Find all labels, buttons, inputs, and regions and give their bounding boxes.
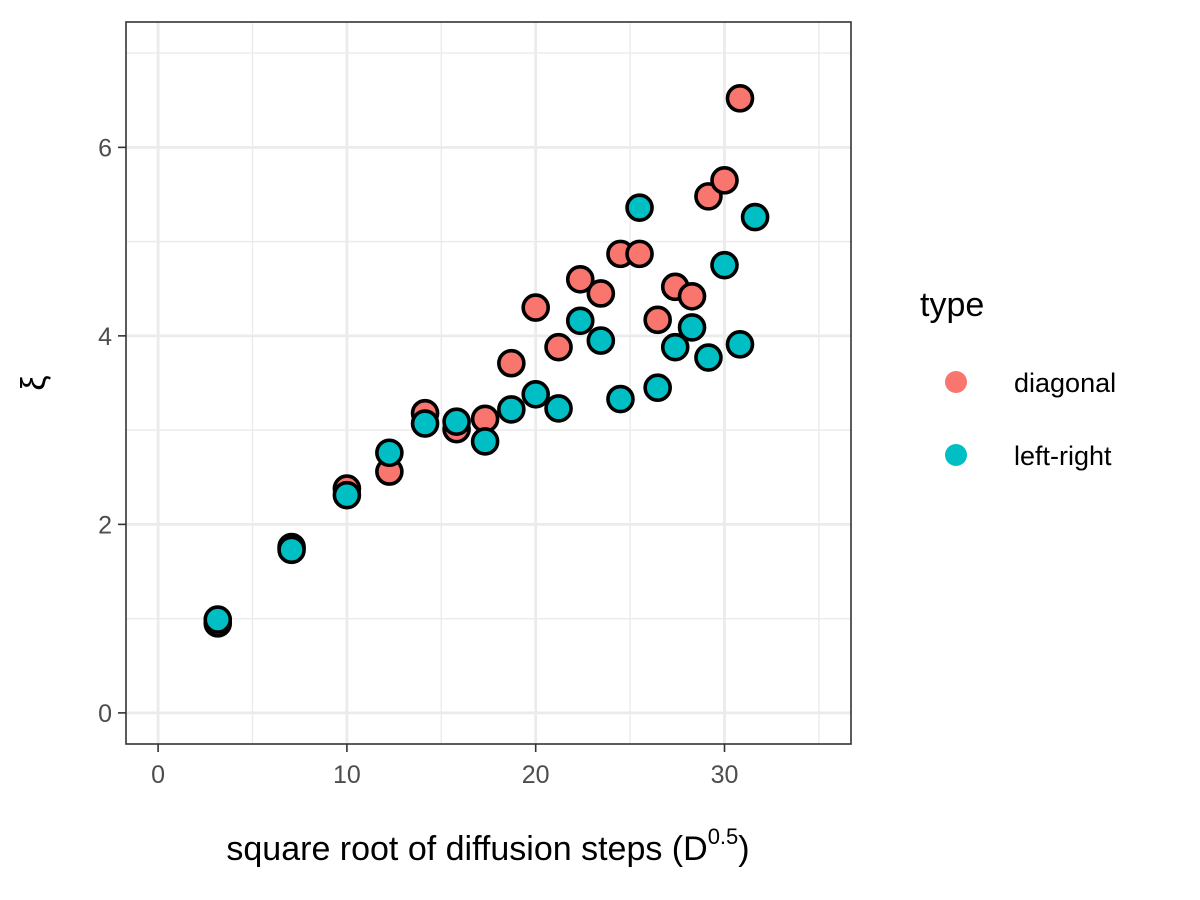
y-tick-label-4: 4 xyxy=(98,323,112,351)
point-left-right-16 xyxy=(677,313,707,342)
y-tick-label-6: 6 xyxy=(98,134,112,162)
point-left-right-1 xyxy=(277,535,306,565)
plot-panel-background xyxy=(126,22,851,744)
x-axis: 0 10 20 30 xyxy=(151,744,738,789)
x-tick-label-30: 30 xyxy=(711,761,739,789)
point-left-right-12 xyxy=(606,384,635,414)
x-tick-label-0: 0 xyxy=(151,761,165,789)
legend-label-left-right: left-right xyxy=(1014,441,1112,471)
series-left-right xyxy=(203,193,770,634)
x-axis-title-main: square root of diffusion steps (D xyxy=(226,830,707,868)
point-diagonal-16 xyxy=(677,281,707,311)
point-left-right-14 xyxy=(643,373,672,403)
point-diagonal-8 xyxy=(521,293,551,322)
point-left-right-17 xyxy=(694,343,723,372)
x-tick-label-20: 20 xyxy=(522,761,550,789)
point-diagonal-18 xyxy=(710,166,739,195)
point-left-right-7 xyxy=(497,395,526,424)
x-axis-title-close: ) xyxy=(738,830,749,868)
legend-key-left-right xyxy=(945,444,967,466)
point-left-right-15 xyxy=(660,332,690,362)
point-left-right-9 xyxy=(544,394,573,423)
x-tick-label-10: 10 xyxy=(333,761,361,789)
point-diagonal-14 xyxy=(643,305,672,335)
point-left-right-2 xyxy=(332,480,362,510)
legend-label-diagonal: diagonal xyxy=(1014,368,1116,398)
legend: type diagonal left-right xyxy=(920,286,1116,471)
y-tick-label-2: 2 xyxy=(98,511,112,539)
point-left-right-6 xyxy=(470,427,500,456)
point-left-right-8 xyxy=(521,380,551,409)
grid-major-lines xyxy=(126,22,851,744)
point-left-right-3 xyxy=(375,438,404,468)
point-left-right-10 xyxy=(565,306,595,336)
point-left-right-18 xyxy=(710,250,739,280)
x-axis-title-superscript: 0.5 xyxy=(708,824,739,849)
x-axis-title: square root of diffusion steps (D0.5) xyxy=(226,824,749,868)
y-tick-label-0: 0 xyxy=(98,700,112,728)
point-diagonal-19 xyxy=(725,84,755,113)
point-left-right-4 xyxy=(410,409,440,438)
point-diagonal-11 xyxy=(586,279,616,308)
plot-panel-border xyxy=(125,21,852,745)
y-axis: 0 2 4 6 xyxy=(98,134,126,728)
data-points xyxy=(203,84,770,638)
y-axis-title: ξ xyxy=(15,375,53,390)
legend-title: type xyxy=(920,286,984,324)
point-left-right-19 xyxy=(725,330,755,359)
point-left-right-0 xyxy=(203,605,233,634)
point-left-right-11 xyxy=(586,326,616,355)
point-left-right-20 xyxy=(740,202,770,232)
point-diagonal-7 xyxy=(497,348,526,378)
point-diagonal-10 xyxy=(565,265,595,294)
point-diagonal-13 xyxy=(625,239,654,269)
point-diagonal-9 xyxy=(544,332,573,362)
point-left-right-13 xyxy=(625,193,654,222)
point-left-right-5 xyxy=(442,407,471,436)
legend-key-diagonal xyxy=(945,371,967,393)
